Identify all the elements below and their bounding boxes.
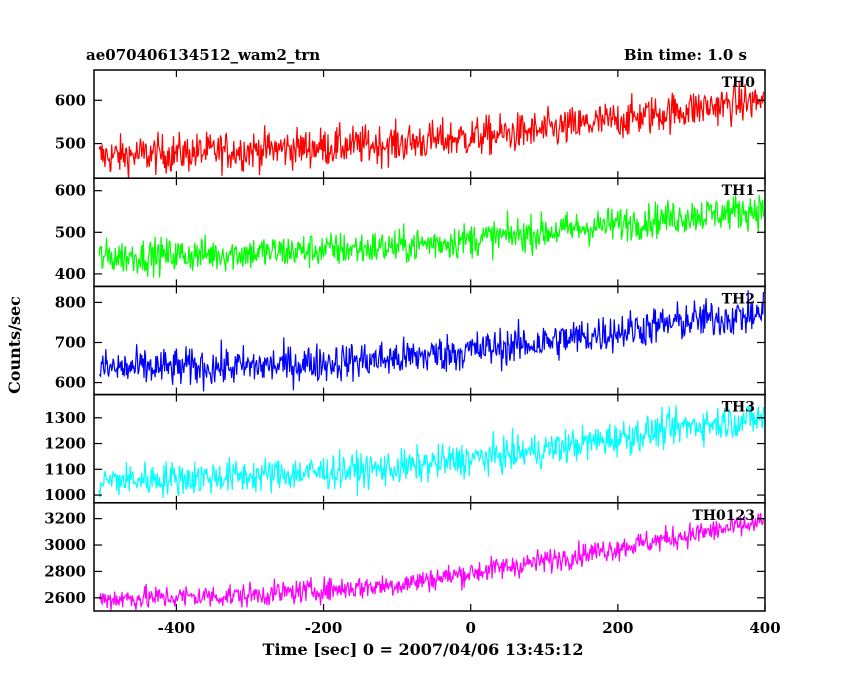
y-tick-label: 1300 [44,409,86,427]
y-tick-label: 3000 [44,536,86,554]
x-axis: -400 -200 0 200 400 [158,619,781,637]
x-axis-title: Time [sec] 0 = 2007/04/06 13:45:12 [263,640,584,659]
y-axis-title: Counts/sec [5,296,24,394]
y-tick-label: 600 [55,374,86,392]
panel-label-th0123: TH0123 [692,508,755,524]
y-tick-label: 2600 [44,589,86,607]
series-line-th3 [98,404,765,498]
x-tick-label: 0 [465,619,475,637]
y-tick-label: 600 [55,91,86,109]
bin-time-label: Bin time: 1.0 s [624,46,747,64]
panels-group: 500 600 TH0 400 500 600 TH1 600 700 800 TH2 1000 110… [44,69,766,612]
y-tick-label: 700 [55,334,86,352]
series-line-th1 [98,194,765,278]
y-tick-label: 1000 [44,486,86,504]
y-tick-label: 500 [55,135,86,153]
y-tick-label: 3200 [44,510,86,528]
x-tick-label: -200 [305,619,343,637]
panel-label-th1: TH1 [722,183,755,199]
panel-th0123: 2600 2800 3000 3200 TH0123 [44,502,766,612]
series-line-th0123 [98,511,765,611]
x-tick-label: 200 [602,619,633,637]
series-line-th2 [98,290,765,392]
y-tick-label: 800 [55,293,86,311]
panel-frame [93,285,766,396]
y-tick-label: 1200 [44,435,86,453]
panel-th1: 400 500 600 TH1 [55,177,766,288]
y-tick-label: 500 [55,223,86,241]
x-tick-label: 400 [749,619,780,637]
y-tick-label: 600 [55,182,86,200]
panel-label-th3: TH3 [722,400,755,416]
series-line-th0 [98,80,765,179]
panel-th2: 600 700 800 TH2 [55,285,766,396]
y-tick-label: 1100 [44,460,86,478]
panel-frame [93,502,766,612]
panel-label-th2: TH2 [722,291,755,307]
panel-label-th0: TH0 [722,75,756,91]
panel-th3: 1000 1100 1200 1300 TH3 [44,393,766,504]
panel-th0: 500 600 TH0 [55,69,766,179]
y-tick-label: 2800 [44,562,86,580]
y-tick-label: 400 [55,265,86,283]
panel-frame [93,177,766,288]
chart-title: ae070406134512_wam2_trn [86,46,320,64]
x-tick-label: -400 [158,619,196,637]
